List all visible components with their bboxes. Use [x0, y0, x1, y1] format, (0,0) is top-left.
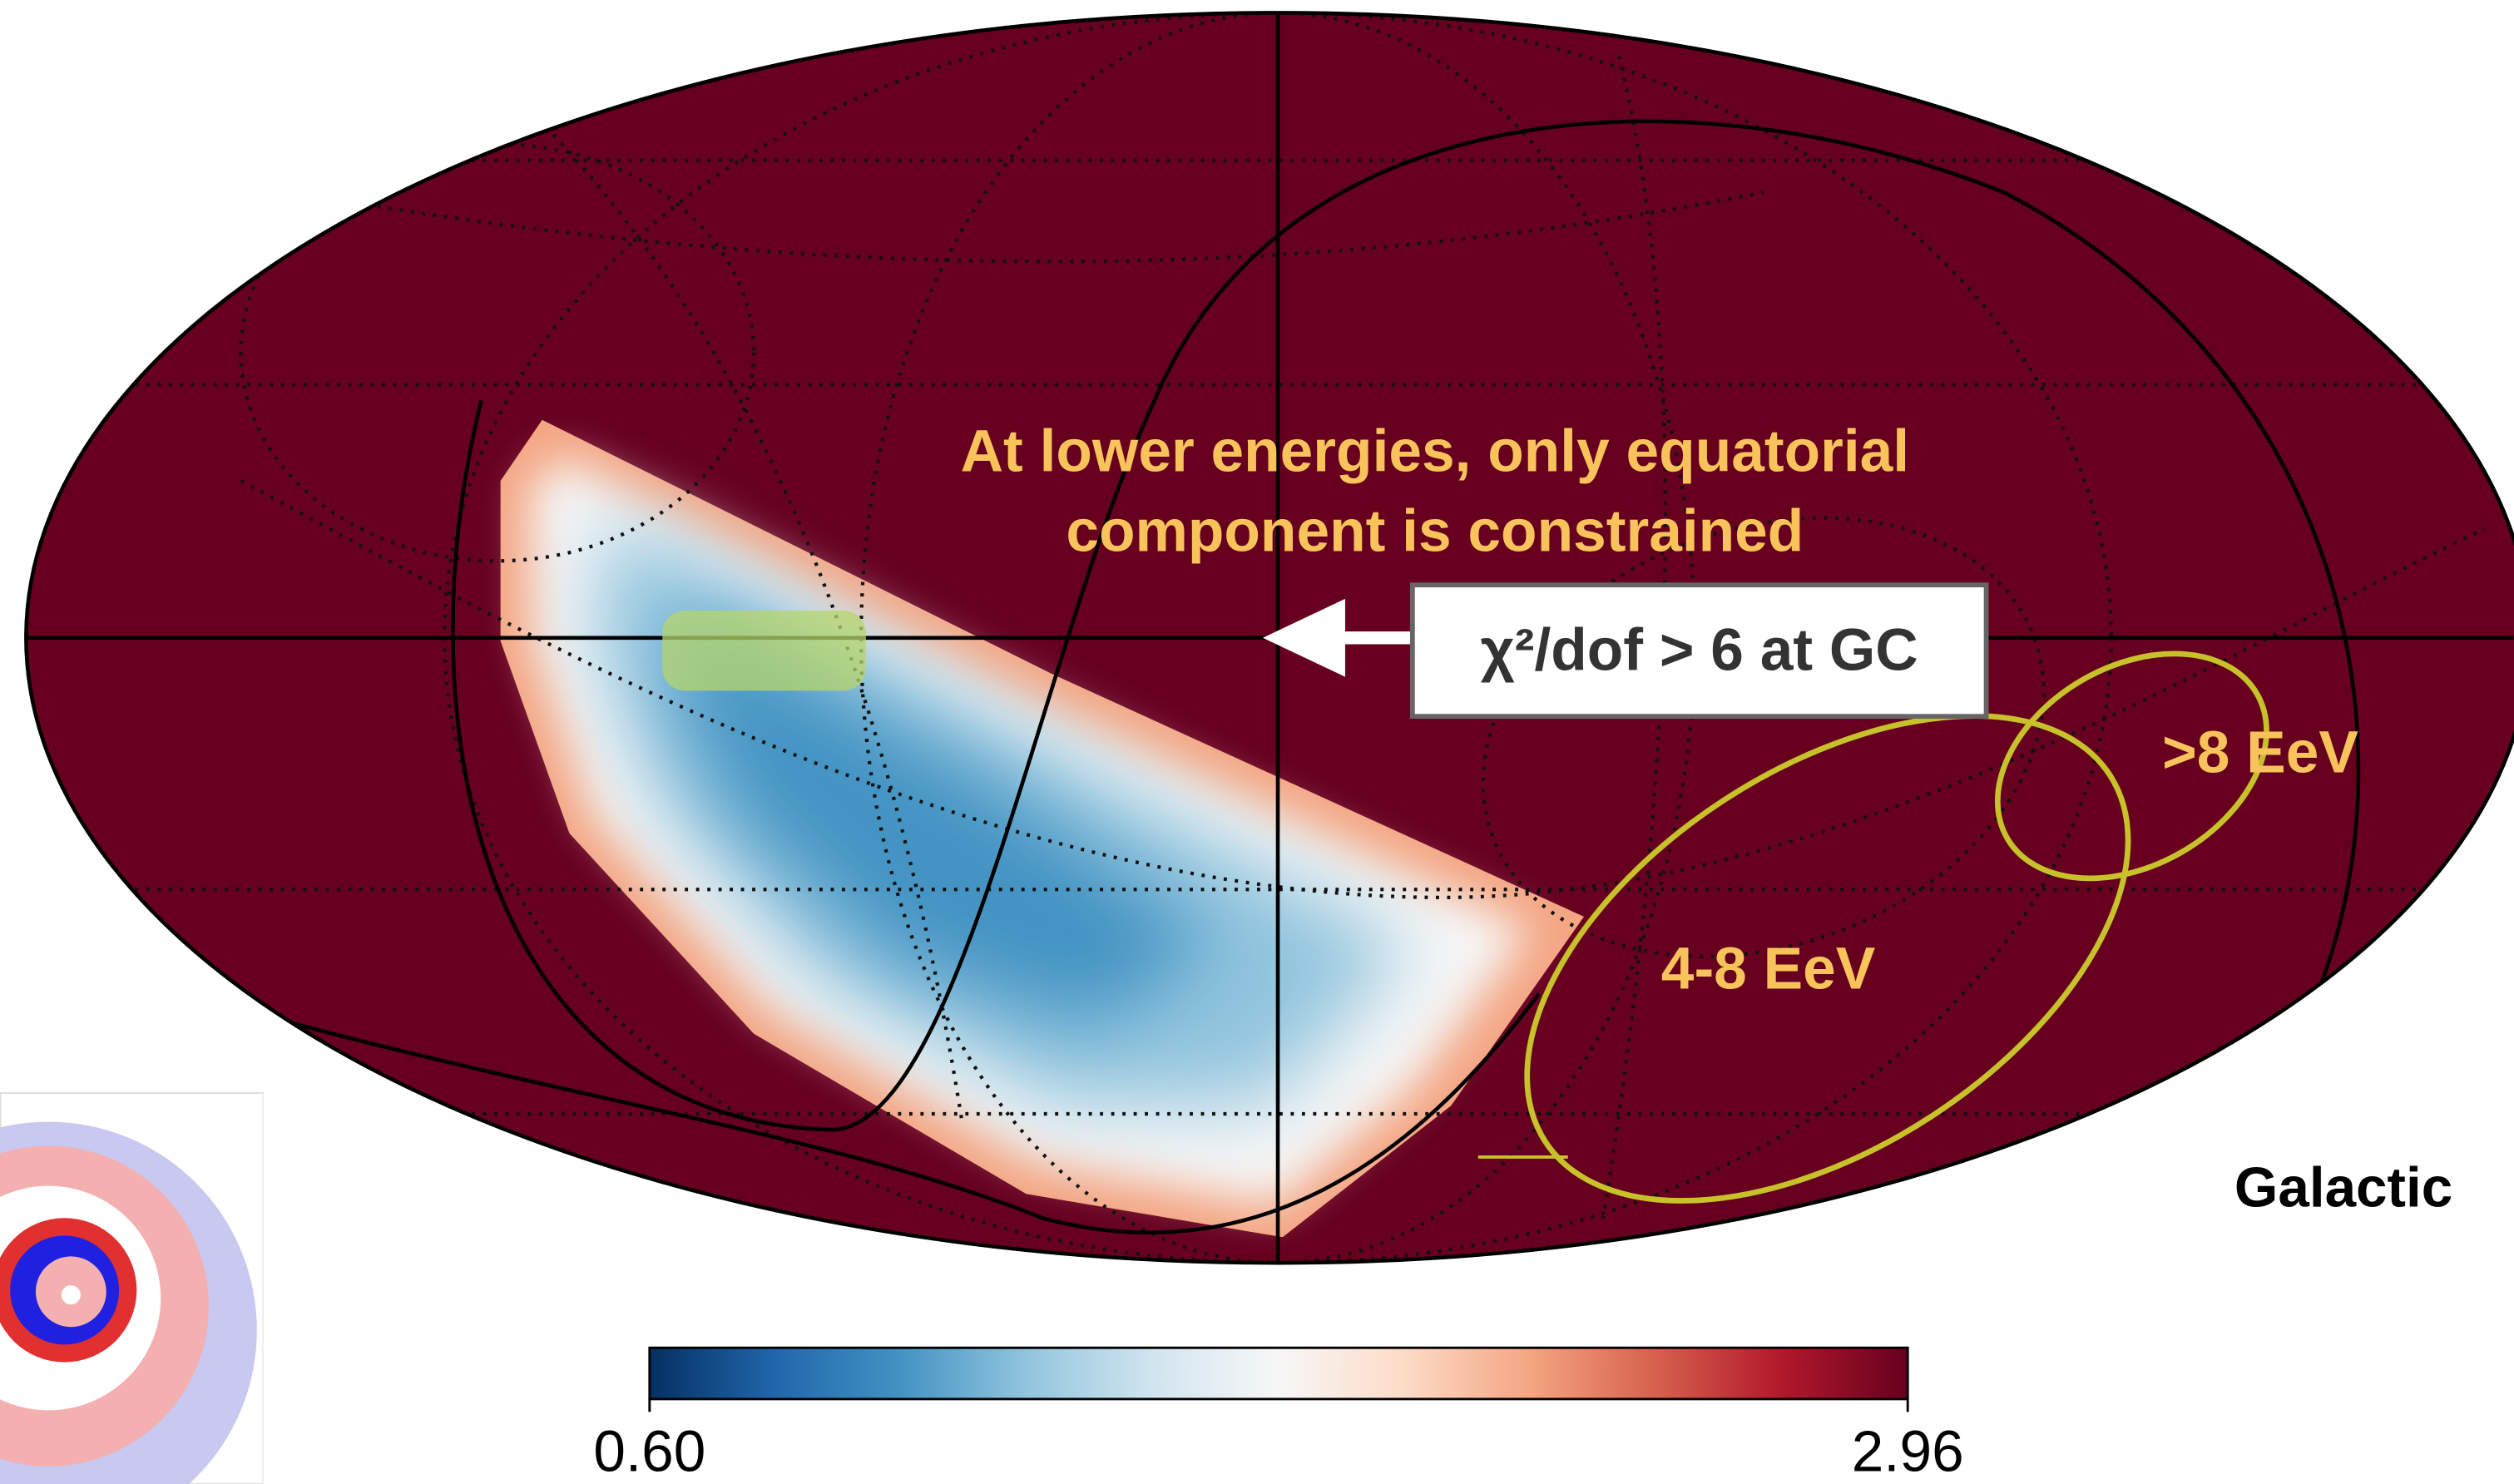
contour-label: >8 EeV	[2162, 720, 2358, 786]
page: html, body { margin: 0; padding: 0; back…	[0, 0, 2514, 1484]
callout-text: χ²/dof > 6 at GC	[1481, 616, 1918, 683]
page-body: {"chart_data": {"type": "skymap", "annot…	[0, 0, 2514, 1484]
annotation: At lower energies, only equatorial	[961, 418, 1910, 484]
colorbar-gradient	[650, 1348, 1908, 1399]
colorbar-tick-label: 2.96	[1852, 1419, 1964, 1484]
inset-center	[62, 1285, 81, 1304]
frame-label: Galactic	[2234, 1157, 2452, 1219]
colorbar-tick-label: 0.60	[593, 1419, 705, 1484]
annotation: component is constrained	[1066, 498, 1804, 565]
inset-image	[0, 1093, 280, 1484]
colorbar: 0.60 2.96	[593, 1348, 1963, 1483]
chart: At lower energies, only equatorial compo…	[0, 0, 2514, 1484]
inset-mask	[264, 1093, 280, 1484]
highlight-box	[662, 611, 866, 690]
contour-label: 4-8 EeV	[1661, 936, 1876, 1002]
sky-map: At lower energies, only equatorial compo…	[1, 0, 2514, 1484]
